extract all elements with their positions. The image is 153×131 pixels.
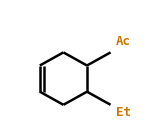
Text: Ac: Ac [116,35,131,48]
Text: Et: Et [116,106,131,119]
